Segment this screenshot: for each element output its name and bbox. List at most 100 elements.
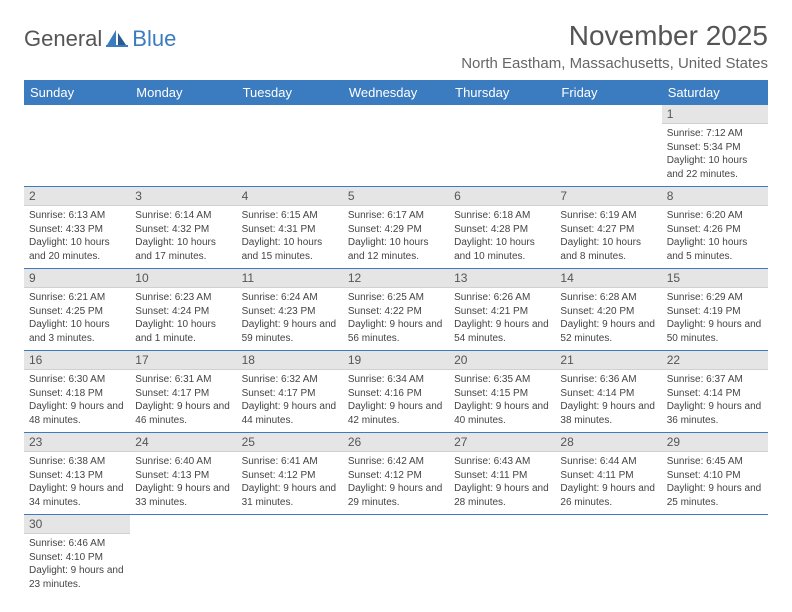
calendar-cell: 3Sunrise: 6:14 AMSunset: 4:32 PMDaylight…: [130, 187, 236, 269]
month-title: November 2025: [461, 20, 768, 52]
calendar-cell: 25Sunrise: 6:41 AMSunset: 4:12 PMDayligh…: [237, 433, 343, 515]
calendar-cell: 18Sunrise: 6:32 AMSunset: 4:17 PMDayligh…: [237, 351, 343, 433]
calendar-cell: [237, 105, 343, 187]
day-body: Sunrise: 6:25 AMSunset: 4:22 PMDaylight:…: [343, 288, 449, 350]
calendar-cell: 16Sunrise: 6:30 AMSunset: 4:18 PMDayligh…: [24, 351, 130, 433]
calendar-cell: 28Sunrise: 6:44 AMSunset: 4:11 PMDayligh…: [555, 433, 661, 515]
calendar-week: 9Sunrise: 6:21 AMSunset: 4:25 PMDaylight…: [24, 269, 768, 351]
calendar-week: 30Sunrise: 6:46 AMSunset: 4:10 PMDayligh…: [24, 515, 768, 597]
day-number: 24: [130, 433, 236, 452]
day-number: 20: [449, 351, 555, 370]
day-body: Sunrise: 6:41 AMSunset: 4:12 PMDaylight:…: [237, 452, 343, 514]
day-number: 7: [555, 187, 661, 206]
sunset-line: Sunset: 4:32 PM: [135, 223, 231, 237]
sunset-line: Sunset: 4:15 PM: [454, 387, 550, 401]
daylight-line: Daylight: 9 hours and 42 minutes.: [348, 400, 444, 427]
day-number: 5: [343, 187, 449, 206]
day-body: Sunrise: 6:26 AMSunset: 4:21 PMDaylight:…: [449, 288, 555, 350]
day-number: 26: [343, 433, 449, 452]
day-body: Sunrise: 6:34 AMSunset: 4:16 PMDaylight:…: [343, 370, 449, 432]
sunset-line: Sunset: 4:13 PM: [29, 469, 125, 483]
day-number: 29: [662, 433, 768, 452]
daylight-line: Daylight: 9 hours and 33 minutes.: [135, 482, 231, 509]
sunrise-line: Sunrise: 7:12 AM: [667, 127, 763, 141]
calendar-cell: 8Sunrise: 6:20 AMSunset: 4:26 PMDaylight…: [662, 187, 768, 269]
day-body: Sunrise: 6:17 AMSunset: 4:29 PMDaylight:…: [343, 206, 449, 268]
sunrise-line: Sunrise: 6:26 AM: [454, 291, 550, 305]
sunset-line: Sunset: 4:21 PM: [454, 305, 550, 319]
sunset-line: Sunset: 4:10 PM: [667, 469, 763, 483]
sunset-line: Sunset: 4:11 PM: [560, 469, 656, 483]
daylight-line: Daylight: 10 hours and 1 minute.: [135, 318, 231, 345]
calendar-cell: 5Sunrise: 6:17 AMSunset: 4:29 PMDaylight…: [343, 187, 449, 269]
calendar-cell: 22Sunrise: 6:37 AMSunset: 4:14 PMDayligh…: [662, 351, 768, 433]
calendar-cell: [449, 105, 555, 187]
day-header: Friday: [555, 80, 661, 105]
day-number: 11: [237, 269, 343, 288]
sunset-line: Sunset: 4:17 PM: [242, 387, 338, 401]
day-number: 1: [662, 105, 768, 124]
sunset-line: Sunset: 4:19 PM: [667, 305, 763, 319]
sunrise-line: Sunrise: 6:38 AM: [29, 455, 125, 469]
day-body: Sunrise: 6:23 AMSunset: 4:24 PMDaylight:…: [130, 288, 236, 350]
day-body: Sunrise: 6:32 AMSunset: 4:17 PMDaylight:…: [237, 370, 343, 432]
day-number: 12: [343, 269, 449, 288]
calendar-cell: [449, 515, 555, 597]
day-body: Sunrise: 6:21 AMSunset: 4:25 PMDaylight:…: [24, 288, 130, 350]
sunset-line: Sunset: 4:14 PM: [560, 387, 656, 401]
sunrise-line: Sunrise: 6:41 AM: [242, 455, 338, 469]
calendar-cell: [343, 515, 449, 597]
day-number: 2: [24, 187, 130, 206]
day-number: 19: [343, 351, 449, 370]
day-body: Sunrise: 6:20 AMSunset: 4:26 PMDaylight:…: [662, 206, 768, 268]
sunrise-line: Sunrise: 6:42 AM: [348, 455, 444, 469]
day-header-row: SundayMondayTuesdayWednesdayThursdayFrid…: [24, 80, 768, 105]
calendar-week: 23Sunrise: 6:38 AMSunset: 4:13 PMDayligh…: [24, 433, 768, 515]
calendar-cell: 11Sunrise: 6:24 AMSunset: 4:23 PMDayligh…: [237, 269, 343, 351]
day-number: 18: [237, 351, 343, 370]
logo: General Blue: [24, 26, 176, 52]
daylight-line: Daylight: 10 hours and 17 minutes.: [135, 236, 231, 263]
sunrise-line: Sunrise: 6:23 AM: [135, 291, 231, 305]
title-block: November 2025 North Eastham, Massachuset…: [461, 20, 768, 72]
day-body: Sunrise: 6:40 AMSunset: 4:13 PMDaylight:…: [130, 452, 236, 514]
day-body: Sunrise: 6:36 AMSunset: 4:14 PMDaylight:…: [555, 370, 661, 432]
daylight-line: Daylight: 10 hours and 22 minutes.: [667, 154, 763, 181]
day-header: Tuesday: [237, 80, 343, 105]
day-body: Sunrise: 6:18 AMSunset: 4:28 PMDaylight:…: [449, 206, 555, 268]
sunset-line: Sunset: 4:25 PM: [29, 305, 125, 319]
sunset-line: Sunset: 4:13 PM: [135, 469, 231, 483]
daylight-line: Daylight: 9 hours and 36 minutes.: [667, 400, 763, 427]
daylight-line: Daylight: 9 hours and 48 minutes.: [29, 400, 125, 427]
daylight-line: Daylight: 9 hours and 38 minutes.: [560, 400, 656, 427]
day-header: Monday: [130, 80, 236, 105]
day-number: 9: [24, 269, 130, 288]
calendar-cell: 9Sunrise: 6:21 AMSunset: 4:25 PMDaylight…: [24, 269, 130, 351]
daylight-line: Daylight: 9 hours and 54 minutes.: [454, 318, 550, 345]
logo-text-2: Blue: [132, 26, 176, 52]
sunrise-line: Sunrise: 6:43 AM: [454, 455, 550, 469]
day-number: 16: [24, 351, 130, 370]
day-number: 21: [555, 351, 661, 370]
day-body: Sunrise: 6:28 AMSunset: 4:20 PMDaylight:…: [555, 288, 661, 350]
calendar-cell: 20Sunrise: 6:35 AMSunset: 4:15 PMDayligh…: [449, 351, 555, 433]
calendar-cell: [130, 515, 236, 597]
sunset-line: Sunset: 4:20 PM: [560, 305, 656, 319]
calendar-cell: [24, 105, 130, 187]
daylight-line: Daylight: 9 hours and 56 minutes.: [348, 318, 444, 345]
calendar-cell: 13Sunrise: 6:26 AMSunset: 4:21 PMDayligh…: [449, 269, 555, 351]
day-number: 14: [555, 269, 661, 288]
sunrise-line: Sunrise: 6:25 AM: [348, 291, 444, 305]
day-number: 30: [24, 515, 130, 534]
calendar-cell: 2Sunrise: 6:13 AMSunset: 4:33 PMDaylight…: [24, 187, 130, 269]
sunrise-line: Sunrise: 6:19 AM: [560, 209, 656, 223]
daylight-line: Daylight: 9 hours and 31 minutes.: [242, 482, 338, 509]
calendar-cell: 30Sunrise: 6:46 AMSunset: 4:10 PMDayligh…: [24, 515, 130, 597]
day-number: 28: [555, 433, 661, 452]
sunrise-line: Sunrise: 6:14 AM: [135, 209, 231, 223]
calendar-cell: 7Sunrise: 6:19 AMSunset: 4:27 PMDaylight…: [555, 187, 661, 269]
sunset-line: Sunset: 4:16 PM: [348, 387, 444, 401]
day-body: Sunrise: 6:15 AMSunset: 4:31 PMDaylight:…: [237, 206, 343, 268]
sunrise-line: Sunrise: 6:40 AM: [135, 455, 231, 469]
sunrise-line: Sunrise: 6:20 AM: [667, 209, 763, 223]
